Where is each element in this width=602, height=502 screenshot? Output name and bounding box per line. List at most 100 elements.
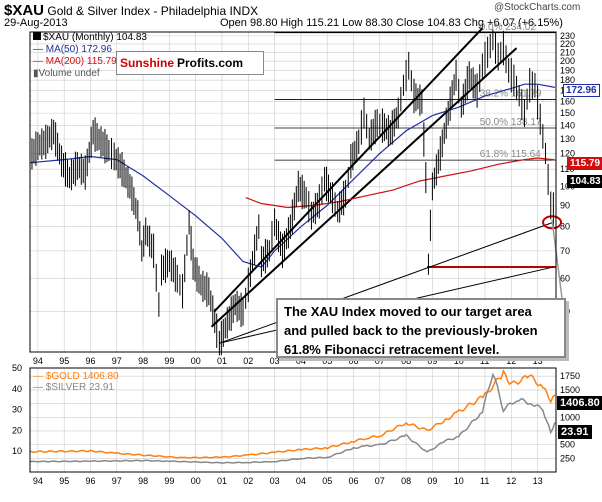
x-tick-label: 06	[348, 356, 358, 366]
silver-value-tag: 23.91	[558, 425, 592, 439]
lower-x-tick-label: 02	[243, 476, 253, 486]
lower-x-tick-label: 07	[375, 476, 385, 486]
gold-line	[29, 369, 556, 459]
fib-label: 0.0% 234.02	[480, 22, 537, 33]
y-tick-label: 90	[560, 200, 570, 210]
lower-x-tick-label: 11	[480, 476, 489, 486]
legend-silver: — $SILVER 23.91	[33, 382, 114, 393]
x-tick-label: 00	[191, 356, 201, 366]
lower-grid: 2505007501000125015001750102030405094959…	[12, 363, 580, 486]
index-name: Gold & Silver Index - Philadelphia INDX	[47, 4, 259, 18]
y-tick-label: 190	[560, 65, 575, 75]
x-tick-label: 03	[270, 356, 280, 366]
legend-xau: $XAU (Monthly) 104.83	[33, 32, 147, 43]
sunshine-profits-logo: Sunshine Profits.com	[116, 51, 264, 75]
lower-x-tick-label: 97	[112, 476, 122, 486]
ma50-value-tag: 172.96	[563, 84, 600, 97]
lower-x-tick-label: 08	[401, 476, 411, 486]
gold-y-tick-label: 500	[560, 440, 575, 450]
y-tick-label: 180	[560, 75, 575, 85]
legend-gold-label: $GOLD 1406.80	[45, 371, 119, 382]
x-tick-label: 09	[427, 356, 437, 366]
lower-x-tick-label: 10	[454, 476, 464, 486]
legend-volume: ▮Volume undef	[33, 68, 100, 79]
y-tick-label: 60	[560, 274, 570, 284]
brand-watermark: @StockCharts.com	[494, 2, 581, 13]
ohlc-readout: Open 98.80 High 115.21 Low 88.30 Close 1…	[220, 17, 563, 29]
y-tick-label: 150	[560, 108, 575, 118]
main-grid: 5060708090100110120130140150160170180190…	[30, 31, 575, 366]
x-tick-label: 13	[533, 356, 543, 366]
x-tick-label: 10	[454, 356, 464, 366]
x-tick-label: 99	[164, 356, 174, 366]
fib-label: 61.8% 115.64	[480, 149, 541, 160]
lower-plot-frame	[29, 367, 557, 473]
silver-y-tick-label: 20	[12, 425, 22, 435]
y-tick-label: 80	[560, 222, 570, 232]
lower-x-tick-label: 05	[322, 476, 332, 486]
legend-ma50: — MA(50) 172.96	[33, 44, 112, 55]
y-tick-label: 160	[560, 96, 575, 106]
chart-date: 29-Aug-2013	[4, 17, 68, 29]
legend-ma200-label: MA(200) 115.79	[45, 56, 117, 67]
ma50-line	[29, 83, 556, 268]
legend-xau-label: $XAU (Monthly) 104.83	[43, 32, 147, 43]
lower-x-tick-label: 00	[191, 476, 201, 486]
logo-part1: Sunshine	[120, 56, 175, 70]
logo-part2: Profits.com	[177, 56, 244, 70]
silver-y-tick-label: 40	[12, 384, 22, 394]
legend-gold: — $GOLD 1406.80	[33, 371, 119, 382]
y-tick-label: 120	[560, 148, 575, 158]
x-tick-label: 01	[217, 356, 227, 366]
y-tick-label: 210	[560, 47, 575, 57]
legend-ma50-label: MA(50) 172.96	[45, 44, 112, 55]
y-tick-label: 130	[560, 134, 575, 144]
y-tick-label: 140	[560, 121, 575, 131]
silver-y-tick-label: 30	[12, 405, 22, 415]
y-tick-label: 230	[560, 31, 575, 41]
gold-value-tag: 1406.80	[557, 396, 602, 410]
lower-x-tick-label: 06	[348, 476, 358, 486]
y-tick-label: 220	[560, 39, 575, 49]
silver-line	[29, 372, 556, 464]
xau-swatch-icon	[33, 32, 41, 40]
x-tick-label: 08	[401, 356, 411, 366]
target-circle	[542, 215, 563, 230]
fib-label: 38.2% 161.79	[480, 88, 542, 99]
x-tick-label: 07	[375, 356, 385, 366]
lower-x-tick-label: 13	[533, 476, 543, 486]
analysis-callout: The XAU Index moved to our target area a…	[276, 298, 566, 358]
gold-y-tick-label: 250	[560, 453, 575, 463]
support-line	[219, 221, 554, 344]
silver-y-tick-label: 10	[12, 446, 22, 456]
fib-label: 50.0% 138.17	[480, 117, 542, 128]
lower-x-tick-label: 94	[33, 476, 43, 486]
close-value-tag: 104.83	[567, 175, 602, 188]
ma200-value-tag: 115.79	[567, 157, 602, 170]
lower-x-tick-label: 09	[427, 476, 437, 486]
legend-silver-label: $SILVER 23.91	[45, 382, 114, 393]
symbol: $XAU	[4, 2, 45, 19]
lower-series	[29, 369, 556, 464]
lower-x-tick-label: 99	[164, 476, 174, 486]
lower-x-tick-label: 01	[217, 476, 227, 486]
lower-x-tick-label: 04	[296, 476, 306, 486]
x-tick-label: 97	[112, 356, 122, 366]
lower-x-tick-label: 12	[506, 476, 516, 486]
lower-x-tick-label: 95	[59, 476, 69, 486]
x-tick-label: 02	[243, 356, 253, 366]
main-series: 0.0% 234.02 38.2% 161.79 50.0% 138.17 61.8%…	[29, 22, 569, 356]
legend-ma200: — MA(200) 115.79	[33, 56, 117, 67]
lower-x-tick-label: 98	[138, 476, 148, 486]
lower-x-tick-label: 03	[270, 476, 280, 486]
gold-y-tick-label: 1750	[560, 371, 580, 381]
legend-volume-label: Volume undef	[38, 68, 100, 79]
gold-y-tick-label: 1000	[560, 412, 580, 422]
lower-x-tick-label: 96	[85, 476, 95, 486]
lower-channel-line	[210, 47, 518, 328]
x-tick-label: 04	[296, 356, 306, 366]
x-tick-label: 94	[33, 356, 43, 366]
x-tick-label: 11	[480, 356, 489, 366]
